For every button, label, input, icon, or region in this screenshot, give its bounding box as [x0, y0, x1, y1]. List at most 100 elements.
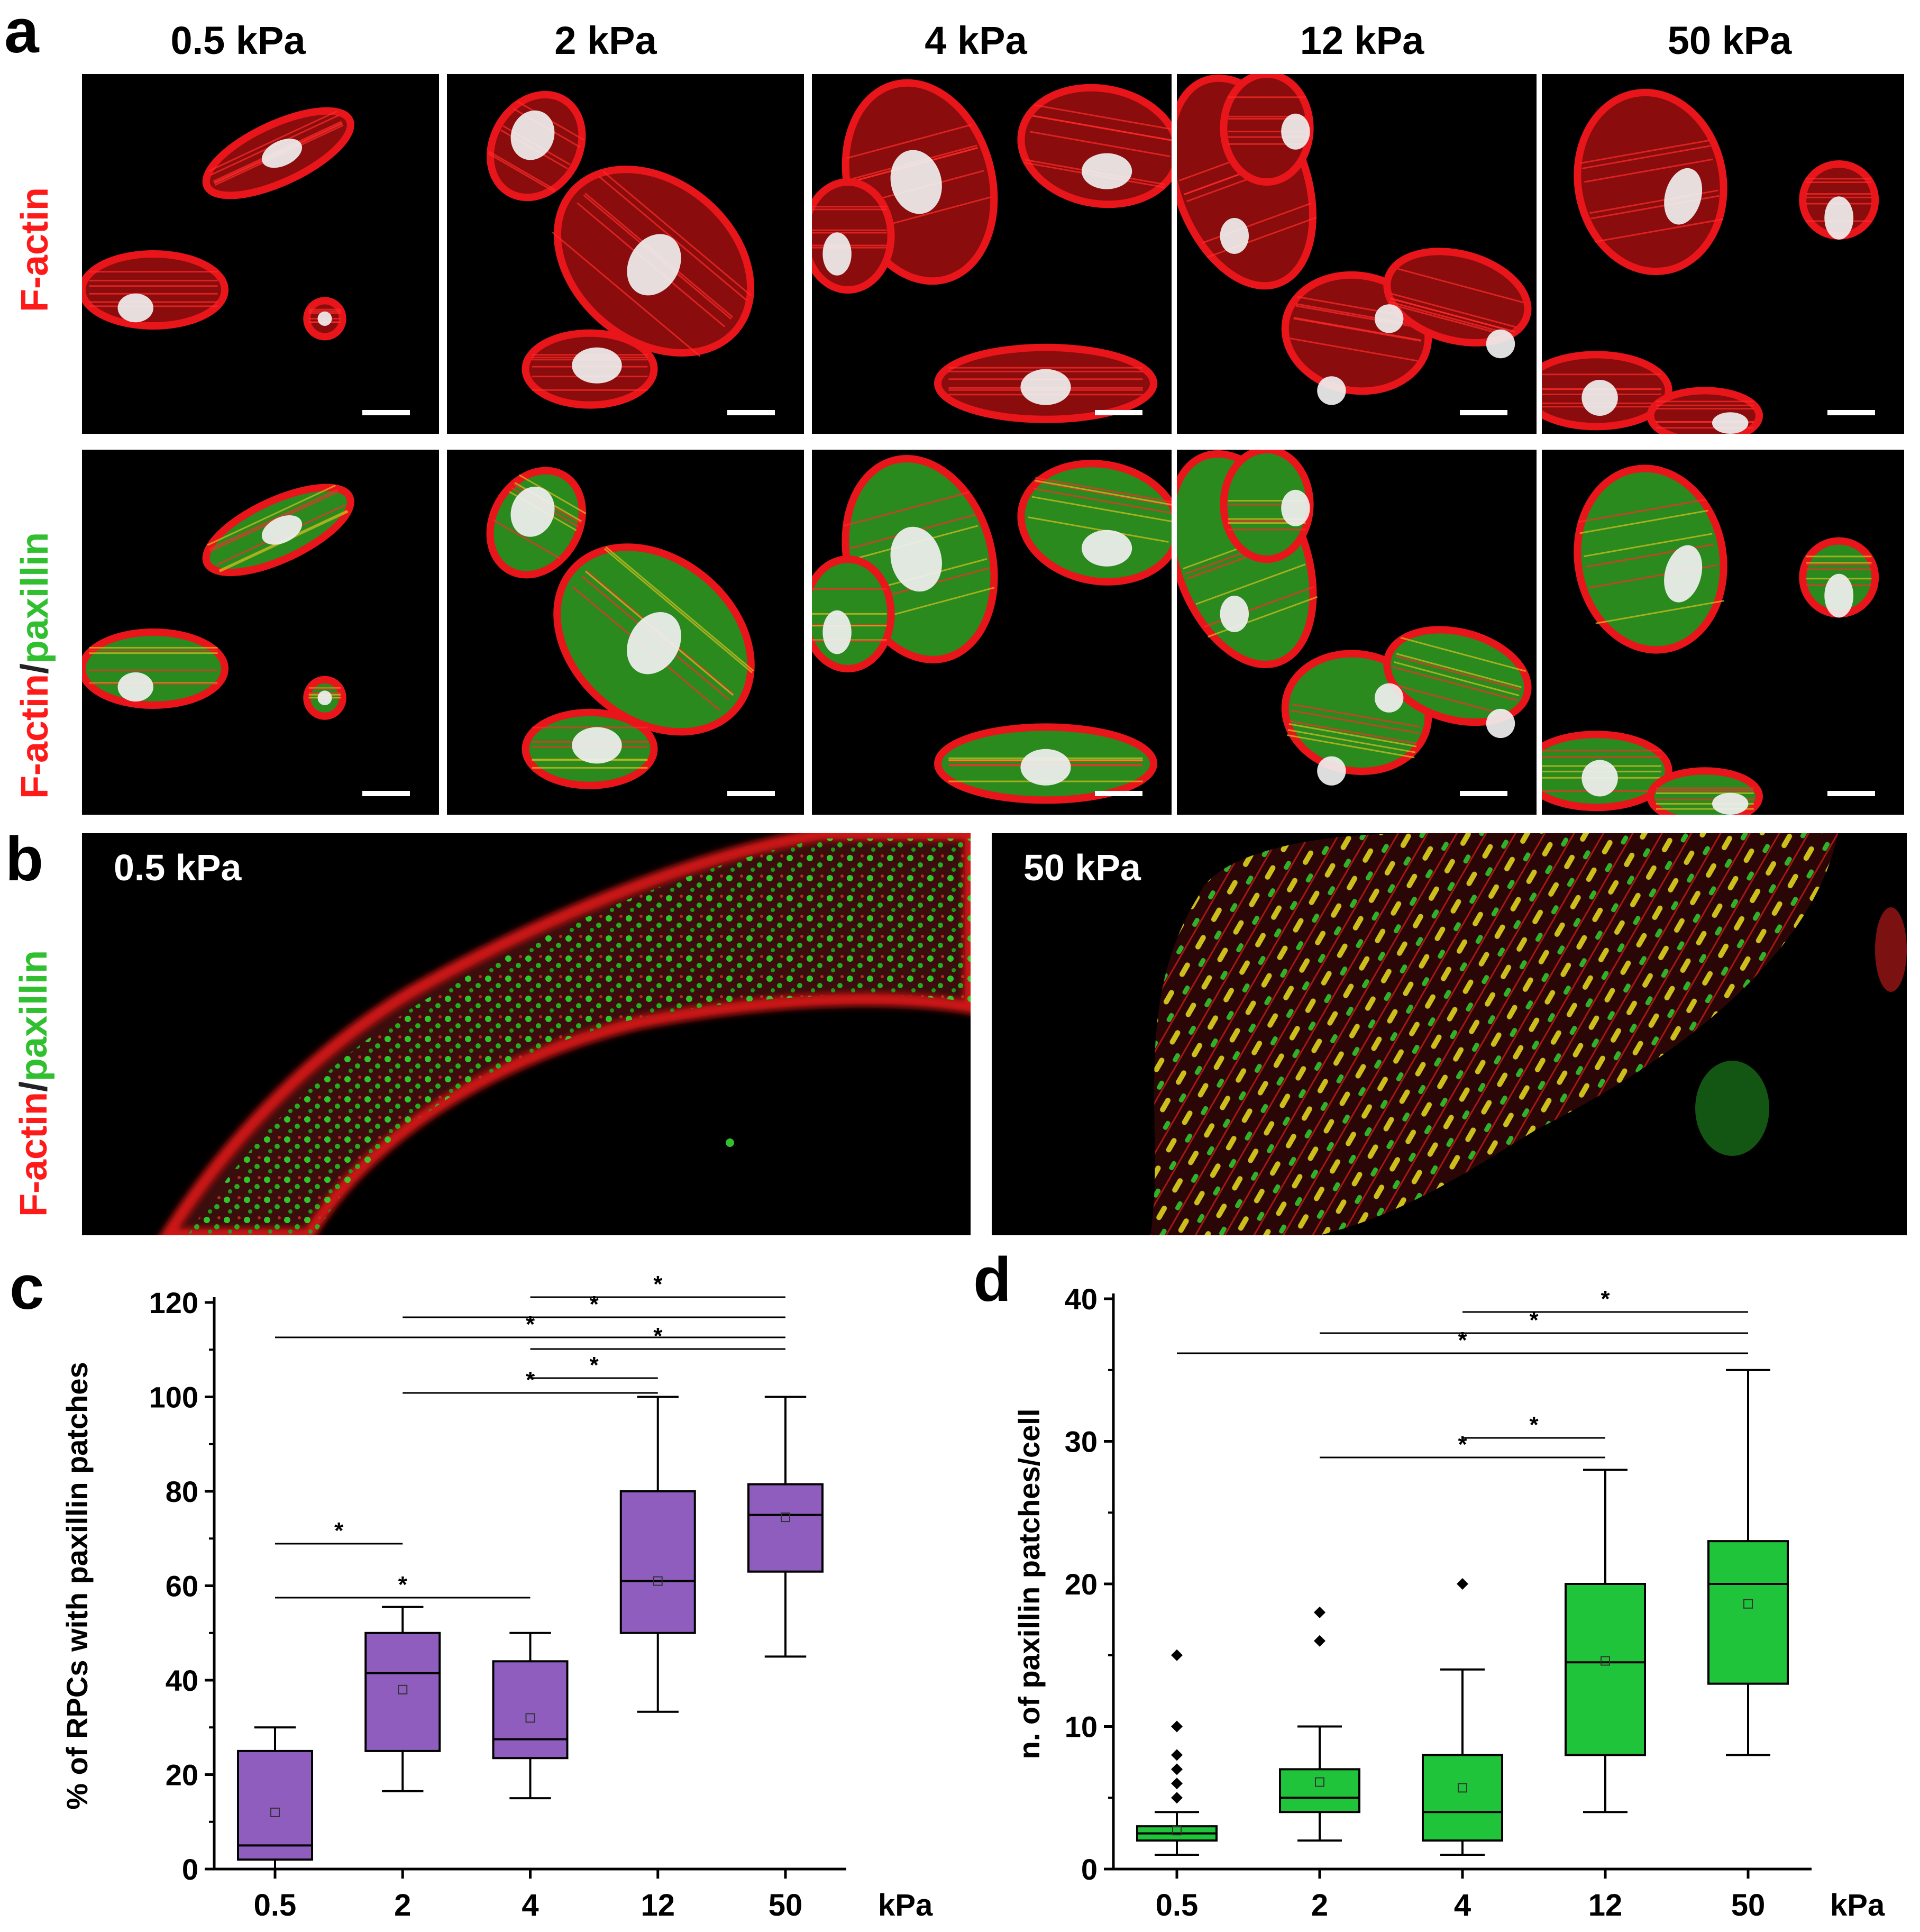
significance-star: *: [1529, 1307, 1539, 1333]
stress-fiber: [1288, 723, 1417, 748]
stress-fiber: [488, 150, 556, 191]
nucleus: [1281, 113, 1310, 150]
panel-letter-c: c: [10, 1253, 44, 1323]
micrograph-a-image: [812, 79, 1172, 423]
box-mean: [1172, 1826, 1182, 1836]
stress-fiber: [1388, 303, 1514, 339]
nucleus: [117, 672, 153, 702]
micrograph-b-stiff: 50 kPa: [992, 833, 1907, 1235]
scale-bar: [727, 410, 775, 415]
scale-bar: [1095, 410, 1142, 415]
panel-letter-b: b: [5, 824, 44, 894]
nucleus: [1712, 412, 1749, 434]
nucleus: [1317, 376, 1346, 405]
stress-fiber: [1034, 480, 1172, 507]
stress-fiber: [1033, 488, 1172, 514]
y-tick-label: 20: [1065, 1568, 1098, 1601]
outlier-point: [1171, 1649, 1183, 1661]
stress-fiber: [1035, 479, 1172, 506]
stress-fiber: [1031, 496, 1172, 523]
stress-fiber: [844, 491, 970, 527]
x-tick-label: 0.5: [254, 1888, 297, 1922]
micrograph-a-image: [487, 90, 755, 409]
micrograph-a-image: [486, 467, 755, 789]
nucleus: [822, 232, 852, 276]
nucleus: [1824, 196, 1854, 240]
stress-fiber: [1581, 145, 1711, 170]
y-tick-label: 40: [166, 1664, 198, 1697]
micrograph-b-stiff-image: [1150, 833, 1907, 1235]
nucleus: [627, 234, 681, 296]
nucleus: [1020, 369, 1071, 405]
outlier-point: [1314, 1635, 1325, 1647]
scale-bar: [1827, 410, 1875, 415]
box-iqr: [1707, 1540, 1789, 1685]
box-iqr: [492, 1660, 569, 1760]
nucleus: [1220, 218, 1249, 254]
x-tick-label: 2: [394, 1888, 411, 1922]
y-tick-label: 80: [166, 1475, 198, 1508]
stress-fiber: [552, 231, 701, 357]
significance-star: *: [653, 1323, 663, 1349]
cell-body: [1574, 464, 1727, 654]
nucleus: [1664, 545, 1703, 603]
row-label-b-separator: /: [13, 1081, 55, 1092]
stress-fiber: [207, 485, 336, 546]
micrograph-a-image: [1177, 450, 1532, 786]
scale-bar: [362, 410, 410, 415]
cell-body: [1017, 460, 1172, 586]
nucleus: [510, 486, 555, 537]
stress-fiber: [1035, 477, 1172, 504]
stress-fiber: [1388, 682, 1514, 718]
scale-bar: [727, 791, 775, 796]
y-tick-label: 100: [149, 1381, 198, 1414]
stress-fiber: [1388, 300, 1515, 336]
stress-fiber: [1389, 297, 1515, 333]
micrograph-b-soft: 0.5 kPa: [82, 833, 971, 1235]
stress-fiber: [1290, 338, 1418, 362]
y-tick-label: 30: [1065, 1425, 1098, 1459]
micrograph-a-r2-c3: [812, 450, 1172, 815]
significance-star: *: [1458, 1432, 1467, 1457]
y-tick-label: 20: [166, 1758, 198, 1792]
nucleus: [1082, 530, 1132, 567]
nucleus: [572, 727, 622, 764]
stress-fiber: [1029, 131, 1171, 158]
panel-letter-d: d: [973, 1245, 1012, 1315]
box-iqr: [364, 1632, 441, 1752]
outlier-point: [1314, 1606, 1325, 1618]
outlier-point: [1171, 1749, 1183, 1761]
significance-star: *: [398, 1572, 408, 1598]
significance-star: *: [1601, 1286, 1610, 1312]
stress-fiber: [1034, 104, 1172, 131]
nucleus: [1375, 304, 1404, 333]
micrograph-a-image: [82, 484, 354, 720]
scale-bar: [1827, 791, 1875, 796]
outlier-point: [1171, 1778, 1183, 1790]
significance-star: *: [526, 1367, 535, 1393]
y-tick-label: 0: [182, 1853, 198, 1886]
significance-star: *: [590, 1352, 599, 1378]
stress-fiber: [518, 474, 587, 515]
row-label-factin-part: F-actin: [14, 673, 56, 799]
nucleus: [317, 690, 332, 705]
box-mean: [1458, 1783, 1467, 1793]
y-axis-label: n. of paxillin patches/cell: [1012, 1409, 1046, 1760]
panel-letter-a: a: [4, 0, 39, 66]
column-header-50kpa: 50 kPa: [1667, 19, 1792, 62]
stress-fiber: [492, 519, 561, 560]
cell-body: [82, 250, 228, 330]
nucleus: [627, 612, 681, 675]
x-unit-label: kPa: [878, 1888, 933, 1922]
stress-fiber: [1392, 666, 1519, 701]
nucleus: [1220, 596, 1249, 632]
micrograph-a-r2-c4: [1177, 450, 1537, 815]
stress-fiber: [605, 546, 754, 672]
stress-fiber: [1195, 563, 1306, 605]
stress-fiber: [1580, 139, 1710, 164]
stress-fiber: [1395, 655, 1521, 691]
cell-body: [1383, 626, 1532, 726]
outlier-point: [1171, 1720, 1183, 1733]
chart-d: 0 10 20 30 40 n. of paxillin patches/cell 0.5 2…: [1012, 1282, 1885, 1922]
stress-fiber: [1391, 293, 1517, 328]
